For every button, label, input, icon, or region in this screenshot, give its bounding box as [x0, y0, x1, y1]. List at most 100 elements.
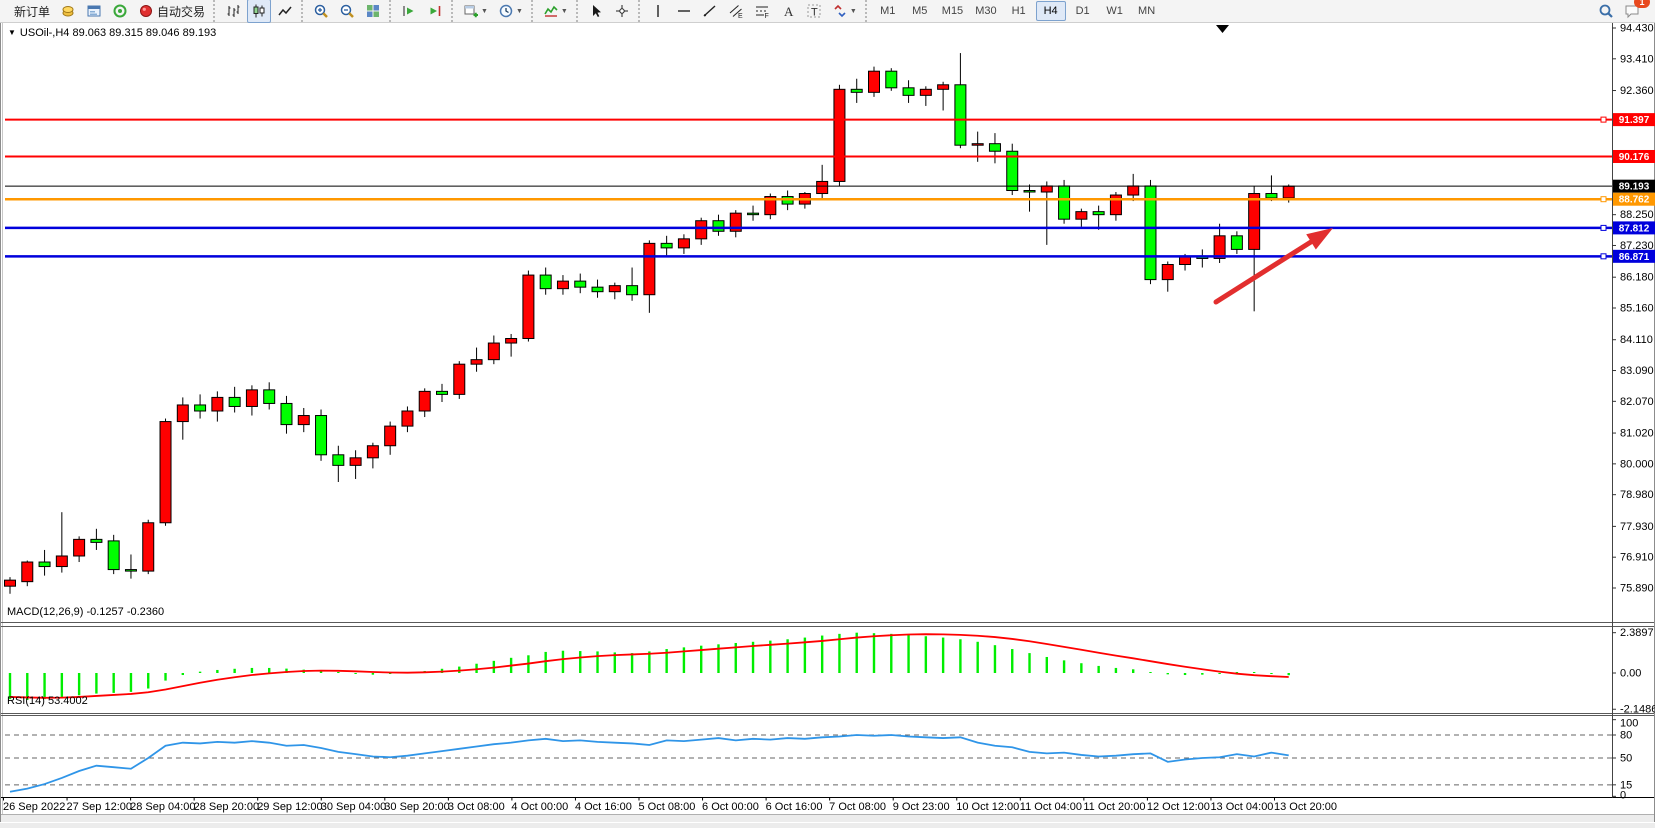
- svg-text:93.410: 93.410: [1620, 53, 1654, 65]
- text-label-button[interactable]: T: [802, 0, 826, 23]
- notifications-button[interactable]: 1: [1620, 0, 1650, 23]
- chevron-down-icon[interactable]: ▼: [481, 7, 488, 15]
- svg-text:90.176: 90.176: [1619, 152, 1650, 163]
- trendline-icon: [702, 3, 718, 19]
- tile-windows-button[interactable]: [361, 0, 385, 23]
- chart-menu-icon[interactable]: ▼: [8, 28, 16, 37]
- textT-icon: T: [806, 3, 822, 19]
- chevron-down-icon[interactable]: ▼: [560, 7, 568, 15]
- periods-button[interactable]: ▼: [494, 0, 527, 23]
- zoom-out-button[interactable]: [335, 0, 359, 23]
- shift-marker[interactable]: [1216, 25, 1229, 33]
- terminal-button[interactable]: [82, 0, 106, 23]
- price-tags[interactable]: 91.397 90.176 89.193 88.762 87.812 86.871: [1613, 113, 1655, 263]
- svg-text:E: E: [738, 13, 743, 19]
- auto-trading-button[interactable]: 自动交易: [134, 0, 209, 23]
- toolbar-group-objects: E F A T ▼: [637, 0, 865, 23]
- svg-text:A: A: [784, 4, 794, 19]
- text-button[interactable]: A: [776, 0, 800, 23]
- crosshair-button[interactable]: [610, 0, 634, 23]
- svg-text:86.871: 86.871: [1619, 252, 1650, 263]
- candles-icon: [251, 3, 267, 19]
- fibonacci-icon: F: [754, 3, 770, 19]
- svg-text:85.160: 85.160: [1620, 303, 1654, 315]
- svg-text:92.360: 92.360: [1620, 85, 1654, 97]
- svg-text:28 Sep 04:00: 28 Sep 04:00: [130, 801, 195, 813]
- indicators-button[interactable]: ▼: [539, 0, 572, 23]
- panel-separators[interactable]: [1, 23, 1654, 798]
- bar-chart-button[interactable]: [221, 0, 245, 23]
- cursor-button[interactable]: [584, 0, 608, 23]
- svg-text:87.230: 87.230: [1620, 240, 1654, 252]
- svg-text:77.930: 77.930: [1620, 521, 1654, 533]
- auto-scroll-button[interactable]: [397, 0, 421, 23]
- timeframe-h4-button[interactable]: H4: [1035, 1, 1066, 21]
- svg-text:T: T: [811, 7, 818, 19]
- new-chart-button[interactable]: ▼: [459, 0, 492, 23]
- timeframe-w1-button[interactable]: W1: [1106, 5, 1123, 17]
- chevron-down-icon[interactable]: ▼: [515, 7, 523, 15]
- auto-trading-button-label: 自动交易: [157, 4, 206, 19]
- candles-layer: [4, 53, 1295, 594]
- price-tag: [1613, 149, 1655, 163]
- new-order-button-label: 新订单: [14, 4, 51, 19]
- timeframe-mn-button[interactable]: MN: [1138, 5, 1156, 17]
- chart-shift-button[interactable]: [423, 0, 447, 23]
- arrow-annotation[interactable]: [1213, 228, 1333, 305]
- svg-text:100: 100: [1620, 718, 1638, 730]
- zoom-in-button[interactable]: [309, 0, 333, 23]
- signals-button[interactable]: [108, 0, 132, 23]
- arrows-button[interactable]: ▼: [828, 0, 861, 23]
- chart-title-text: USOil-,H4 89.063 89.315 89.046 89.193: [19, 27, 217, 39]
- trendline-button[interactable]: [698, 0, 722, 23]
- chart-canvas[interactable]: 94.430 93.410 92.360 88.250 87.230 86.180 85.1…: [0, 22, 1655, 823]
- svg-text:4 Oct 16:00: 4 Oct 16:00: [575, 801, 632, 813]
- timeframe-d1-button[interactable]: D1: [1075, 5, 1090, 17]
- newchart-icon: [463, 3, 479, 19]
- candlestick-chart-button[interactable]: [247, 0, 272, 23]
- svg-text:13 Oct 04:00: 13 Oct 04:00: [1210, 801, 1273, 813]
- price-tag: [1613, 221, 1655, 235]
- horizontal-line-button[interactable]: [672, 0, 696, 23]
- svg-text:5 Oct 08:00: 5 Oct 08:00: [639, 801, 696, 813]
- svg-text:F: F: [764, 13, 768, 19]
- line-chart-button[interactable]: [273, 0, 297, 23]
- svg-text:91.397: 91.397: [1619, 115, 1650, 126]
- channel-button[interactable]: E: [724, 0, 748, 23]
- svg-text:78.980: 78.980: [1620, 489, 1654, 501]
- cursor-icon: [588, 3, 604, 19]
- timeframe-m15-button[interactable]: M15: [941, 5, 964, 17]
- price-tag: [1613, 192, 1655, 206]
- svg-text:83.090: 83.090: [1620, 365, 1654, 377]
- svg-text:80.000: 80.000: [1620, 458, 1654, 470]
- notification-badge: 1: [1634, 0, 1650, 8]
- channel-icon: E: [728, 3, 744, 19]
- svg-text:75.890: 75.890: [1620, 583, 1654, 595]
- timeframe-m30-button[interactable]: M30: [975, 5, 997, 17]
- line-handle: [1600, 196, 1607, 203]
- terminal-icon: [86, 3, 102, 19]
- price-tag: [1613, 249, 1655, 263]
- svg-text:12 Oct 12:00: 12 Oct 12:00: [1147, 801, 1210, 813]
- vertical-line-button[interactable]: [646, 0, 670, 23]
- svg-text:11 Oct 20:00: 11 Oct 20:00: [1083, 801, 1145, 813]
- new-order-button[interactable]: 新订单: [7, 0, 54, 23]
- funds-button[interactable]: [56, 0, 80, 23]
- timeframe-m1-button[interactable]: M1: [880, 5, 896, 17]
- svg-text:6 Oct 16:00: 6 Oct 16:00: [766, 801, 823, 813]
- zoomin-icon: [313, 3, 329, 19]
- timeframe-h1-button[interactable]: H1: [1011, 5, 1026, 17]
- search-button[interactable]: [1594, 0, 1618, 23]
- price-axis[interactable]: 94.430 93.410 92.360 88.250 87.230 86.180 85.1…: [1612, 23, 1654, 595]
- toolbar-group-windows: ▼ ▼: [451, 0, 531, 22]
- rsi-indicator-label: RSI(14) 53.4002: [7, 695, 88, 707]
- svg-text:9 Oct 23:00: 9 Oct 23:00: [893, 801, 950, 813]
- timeframe-m5-button[interactable]: M5: [912, 5, 928, 17]
- fibonacci-button[interactable]: F: [750, 0, 774, 23]
- chevron-down-icon[interactable]: ▼: [849, 7, 857, 15]
- hline-objects[interactable]: [5, 116, 1612, 260]
- line-handle: [1600, 224, 1607, 231]
- svg-text:76.910: 76.910: [1620, 552, 1654, 564]
- toolbar-right: 1: [1593, 0, 1655, 23]
